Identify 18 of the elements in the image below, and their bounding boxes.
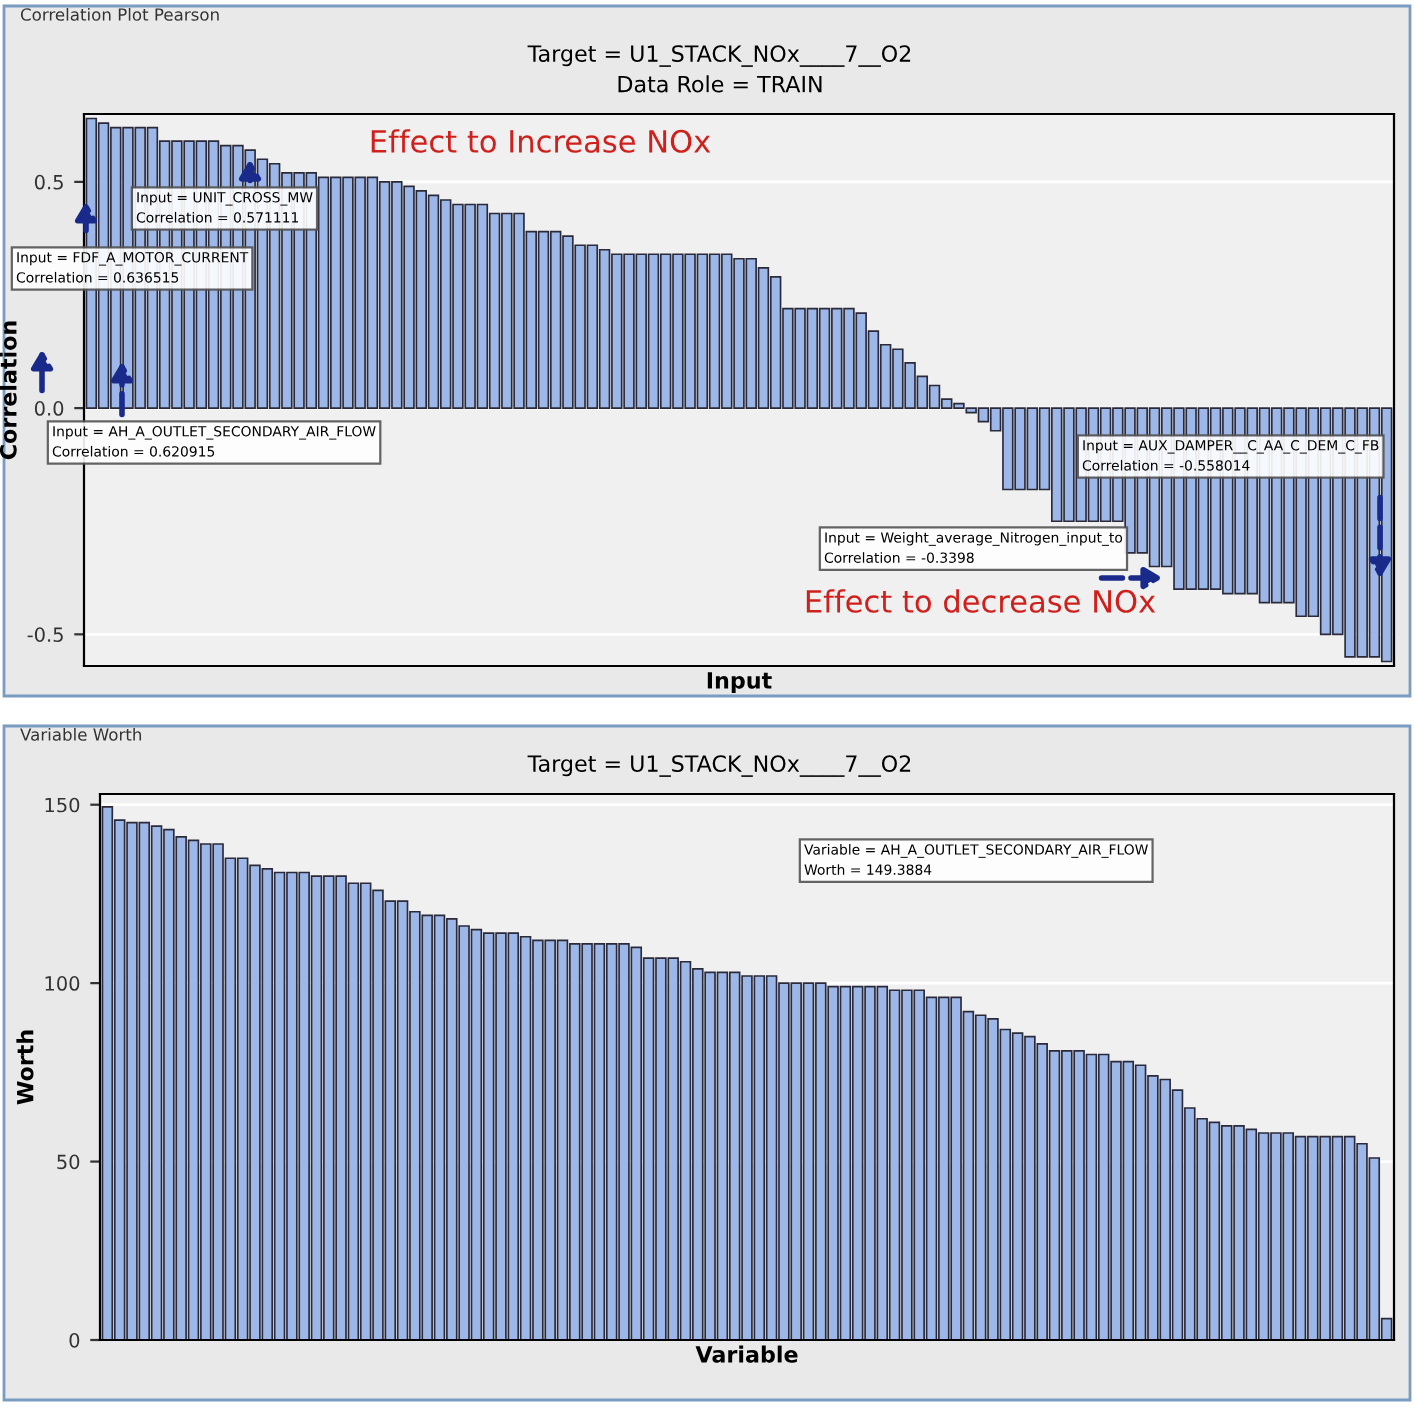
y-tick-label: 0 (69, 1332, 80, 1348)
annotation: Effect to decrease NOx (806, 589, 1156, 613)
y-tick-label: 150 (45, 797, 80, 813)
chart-title: Correlation Plot Pearson (20, 7, 219, 21)
y-tick-label: 0.0 (34, 401, 64, 416)
y-tick-label: 100 (45, 976, 80, 991)
y-tick-label: 0.5 (34, 174, 63, 190)
x-axis-title: Variable (695, 1345, 798, 1363)
chart-subtitle: Target = U1_STACK_NOx____7__O2 (527, 755, 911, 777)
y-tick-label: -0.5 (27, 627, 63, 642)
chart-subtitle: Target = U1_STACK_NOx____7__O2 (527, 45, 911, 67)
y-tick-label: 50 (57, 1154, 80, 1170)
text: Data Role = TRAIN (618, 75, 822, 93)
y-axis-title: Correlation (0, 321, 17, 460)
annotation: Effect to Increase NOx (371, 129, 711, 153)
y-axis-title: Worth (16, 1030, 34, 1105)
chart-title: Variable Worth (20, 727, 142, 741)
x-axis-title: Input (707, 672, 772, 694)
